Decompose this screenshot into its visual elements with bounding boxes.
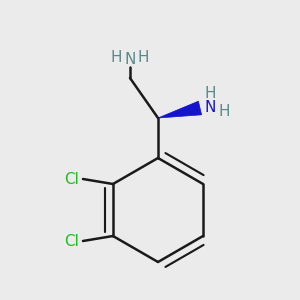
Text: H: H (137, 50, 149, 65)
Text: Cl: Cl (64, 172, 79, 187)
Text: Cl: Cl (64, 233, 79, 248)
Text: H: H (110, 50, 122, 65)
Text: H: H (218, 104, 230, 119)
Text: N: N (124, 52, 136, 68)
Text: N: N (204, 100, 216, 116)
Polygon shape (158, 101, 202, 118)
Text: H: H (204, 86, 216, 101)
